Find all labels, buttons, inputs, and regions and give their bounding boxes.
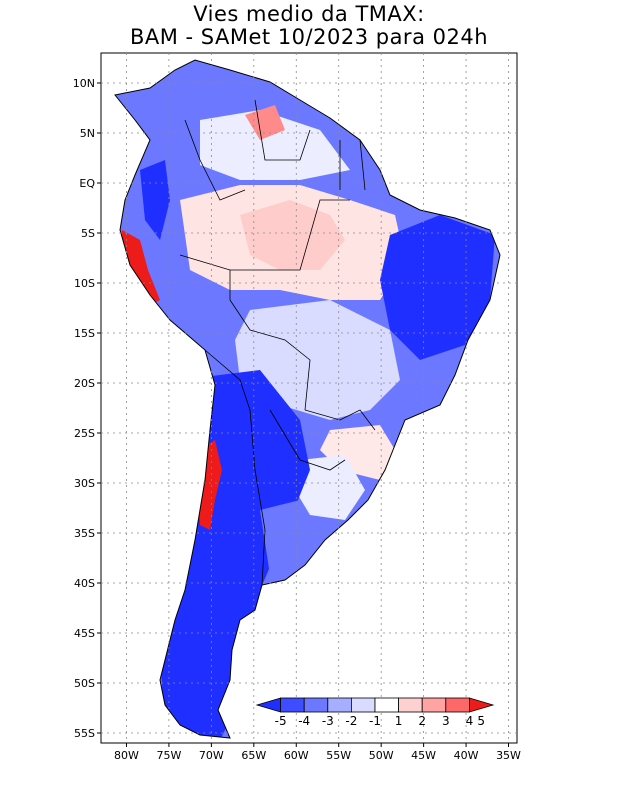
lat-tick-label: 10N — [73, 77, 95, 90]
colorbar-label: 1 — [395, 714, 403, 728]
lat-tick-label: 35S — [74, 527, 95, 540]
lon-tick-label: 50W — [369, 749, 394, 762]
colorbar-swatch — [350, 697, 376, 713]
colorbar-swatch — [280, 697, 305, 713]
lon-tick-label: 40W — [454, 749, 479, 762]
colorbar-label: -1 — [369, 714, 381, 728]
latitude-axis: 10N 5N EQ 5S 10S 15S 20S 25S 30S 35S 40S 45S 50S 55S — [73, 77, 101, 740]
lon-tick-label: 75W — [156, 749, 181, 762]
lon-tick-label: 45W — [411, 749, 436, 762]
lon-tick-label: 70W — [199, 749, 224, 762]
lon-tick-label: 80W — [114, 749, 139, 762]
colorbar-label: 3 — [442, 714, 450, 728]
lat-tick-label: 20S — [74, 377, 95, 390]
lat-tick-label: 15S — [74, 327, 95, 340]
country-borders — [179, 99, 376, 586]
lon-tick-label: 60W — [284, 749, 309, 762]
colorbar-label: -2 — [345, 714, 357, 728]
lat-tick-label: EQ — [79, 177, 95, 190]
colorbar-label: -4 — [298, 714, 310, 728]
title-line-2: BAM - SAMet 10/2023 para 024h — [129, 25, 489, 49]
title-line-1: Vies medio da TMAX: — [193, 2, 425, 26]
lat-tick-label: 50S — [74, 677, 95, 690]
colorbar-label: 2 — [418, 714, 426, 728]
colorbar-swatch — [421, 697, 447, 713]
colorbar-swatch — [374, 697, 400, 713]
colorbar: -5 -4 -3 -2 -1 1 2 3 4 5 — [255, 697, 495, 728]
colorbar-swatch — [398, 697, 423, 713]
lat-tick-label: 40S — [74, 577, 95, 590]
colorbar-label: 4 — [466, 714, 474, 728]
colorbar-swatch — [327, 697, 352, 713]
lat-tick-label: 5N — [80, 127, 95, 140]
colorbar-label: -3 — [322, 714, 334, 728]
colorbar-label: 5 — [477, 714, 485, 728]
lat-tick-label: 55S — [74, 727, 95, 740]
colorbar-swatch — [445, 697, 470, 713]
colorbar-swatch — [303, 697, 329, 713]
lon-tick-label: 35W — [496, 749, 521, 762]
lat-tick-label: 30S — [74, 477, 95, 490]
lat-tick-label: 25S — [74, 427, 95, 440]
lat-tick-label: 5S — [81, 227, 95, 240]
lon-tick-label: 55W — [326, 749, 351, 762]
colorbar-swatch — [468, 697, 495, 713]
lat-tick-label: 10S — [74, 277, 95, 290]
longitude-axis: 80W 75W 70W 65W 60W 55W 50W 45W 40W 35W — [114, 743, 521, 762]
lat-tick-label: 45S — [74, 627, 95, 640]
gridlines — [101, 53, 517, 743]
lon-tick-label: 65W — [241, 749, 266, 762]
colorbar-label: -5 — [275, 714, 287, 728]
